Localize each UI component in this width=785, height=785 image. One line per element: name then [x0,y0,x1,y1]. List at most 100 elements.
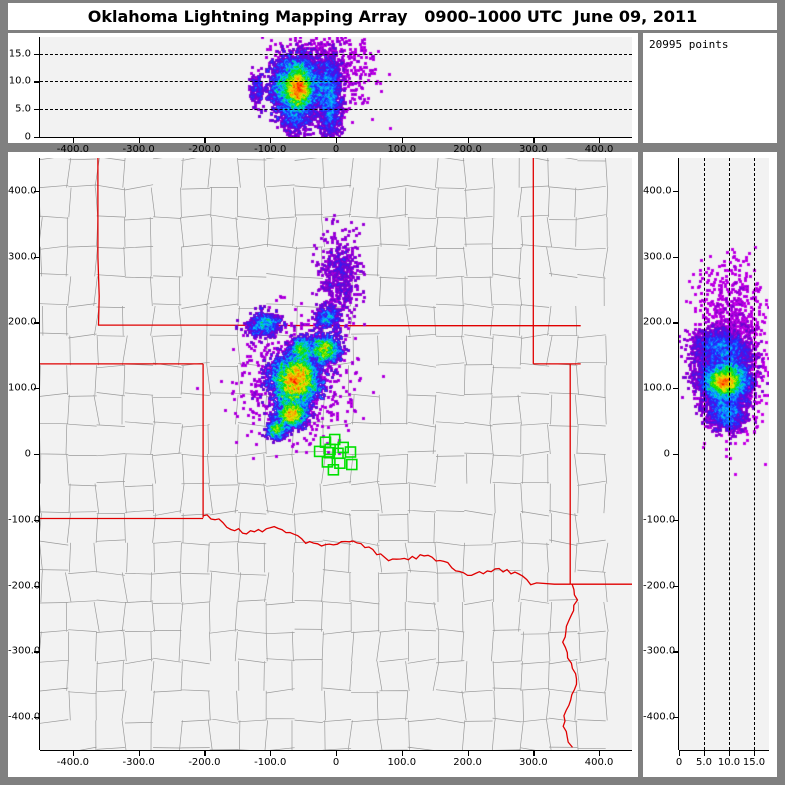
plan-view-map-y-tick [34,651,40,653]
page-title: Oklahoma Lightning Mapping Array 0900–10… [87,7,698,26]
altitude-vs-east-west-y-tick [34,137,40,139]
altitude-vs-east-west-x-tick-label: -200.0 [188,144,221,155]
altitude-vs-east-west-x-tick-label: -400.0 [56,144,89,155]
altitude-vs-north-south-panel[interactable]: 0 5.0 10.0 15.0 -400.0 -300.0 -200.0 -100.0 0 100… [643,152,777,777]
altitude-vs-north-south-y-tick [673,322,679,324]
lma-station-marker[interactable] [345,458,358,471]
altitude-vs-north-south-y-tick-label: 300.0 [643,251,672,263]
plan-view-map-y-tick [34,322,40,324]
plan-view-map-x-tick-label: -300.0 [122,757,155,768]
altitude-vs-east-west-y-tick-label: 15.0 [8,48,31,60]
plan-view-map-y-tick [34,585,40,587]
lma-station-marker[interactable] [324,443,336,456]
plan-view-map-plot-area[interactable] [40,158,632,750]
altitude-vs-north-south-x-axis-line [679,750,769,752]
plan-view-map-y-tick [34,190,40,193]
altitude-vs-north-south-x-tick [679,750,681,756]
plan-view-map-y-tick-label: 400.0 [8,185,37,197]
plan-view-map-y-tick-label: 0 [24,448,31,460]
altitude-vs-north-south-x-tick-label: 10.0 [717,757,741,768]
plan-view-map-x-tick [467,750,469,756]
plan-view-map-y-tick-label: -300.0 [8,645,41,657]
altitude-gridline [704,158,705,750]
plan-view-map-x-tick [72,750,75,756]
plan-view-map-x-tick-label: 100.0 [387,757,417,768]
altitude-vs-east-west-x-tick-label: 100.0 [387,144,417,155]
plan-view-map-x-tick-label: 0 [332,757,340,768]
plan-view-map-y-tick-label: -200.0 [8,580,41,592]
altitude-vs-east-west-x-tick-label: 0 [332,144,340,155]
plan-view-map-x-tick-label: 400.0 [584,757,614,768]
altitude-vs-east-west-y-tick [34,81,40,83]
altitude-vs-north-south-x-tick [704,750,706,756]
lma-station-marker[interactable] [321,456,334,468]
altitude-vs-north-south-y-tick-label: -200.0 [643,580,676,592]
plan-view-map-y-tick [34,454,40,456]
altitude-vs-north-south-y-tick [673,256,679,258]
altitude-vs-north-south-y-tick-label: 0 [663,448,670,460]
altitude-vs-north-south-x-tick-label: 5.0 [696,757,712,768]
altitude-gridline [40,53,632,55]
lma-station-marker[interactable] [327,463,340,476]
altitude-vs-north-south-density-canvas [679,158,769,750]
points-count-panel: 20995 points [643,33,777,143]
altitude-vs-east-west-y-tick-label: 0 [24,131,31,143]
plan-view-map-x-tick [336,750,338,756]
altitude-vs-east-west-x-tick-label: -300.0 [122,144,155,155]
altitude-vs-north-south-plot-area[interactable] [679,158,769,750]
plan-view-density-canvas [40,158,632,750]
plan-view-map-y-tick-label: 200.0 [8,316,37,328]
altitude-vs-north-south-x-tick [754,750,756,756]
plan-view-map-y-tick-label: -100.0 [8,514,41,526]
altitude-gridline [729,158,730,750]
altitude-vs-east-west-x-tick [401,137,403,143]
altitude-vs-north-south-y-tick-label: 400.0 [643,185,672,197]
plan-view-map-y-tick [34,256,40,258]
altitude-vs-east-west-x-tick [270,137,272,143]
altitude-vs-east-west-y-tick [34,53,40,55]
altitude-vs-north-south-x-tick-label: 15.0 [742,757,766,768]
altitude-vs-east-west-x-tick-label: 400.0 [584,144,614,155]
title-bar: Oklahoma Lightning Mapping Array 0900–10… [8,3,777,30]
altitude-vs-east-west-density-canvas [40,37,632,137]
altitude-vs-north-south-y-tick [673,717,679,719]
plan-view-map-x-tick [599,750,601,756]
altitude-vs-east-west-x-tick [467,137,469,143]
lma-station-markers-layer[interactable] [40,158,632,750]
plan-view-map-x-tick-label: 200.0 [453,757,482,768]
plan-view-map-y-tick-label: 300.0 [8,251,37,263]
lma-station-marker[interactable] [344,446,357,458]
altitude-vs-east-west-plot-area[interactable] [40,37,632,137]
points-count-label: 20995 points [649,38,729,51]
plan-view-map-x-tick [270,750,272,756]
altitude-vs-north-south-y-tick-label: -300.0 [643,645,676,657]
plan-view-map-panel[interactable]: -400.0 -300.0 -200.0 -100.0 0 100.0 200.0 300.0… [8,152,638,777]
altitude-vs-north-south-y-tick-label: -100.0 [643,514,676,526]
altitude-vs-north-south-y-tick [673,388,679,390]
altitude-vs-north-south-y-tick [673,454,679,456]
altitude-vs-east-west-x-tick [336,137,338,143]
altitude-vs-east-west-x-tick-label: 200.0 [453,144,482,155]
altitude-vs-east-west-x-tick [599,137,601,143]
altitude-vs-east-west-x-tick [72,137,75,143]
altitude-gridline [40,109,632,111]
altitude-vs-east-west-x-tick-label: 300.0 [519,144,548,155]
altitude-vs-east-west-panel[interactable]: -400.0 -300.0 -200.0 -100.0 0 100.0 200.0 300.0… [8,33,638,155]
plan-view-map-y-tick-label: -400.0 [8,711,41,723]
altitude-gridline [40,81,632,83]
plan-view-map-x-tick-label: 300.0 [519,757,548,768]
altitude-vs-north-south-y-tick-label: -400.0 [643,711,676,723]
altitude-vs-east-west-x-tick-label: -100.0 [254,144,287,155]
altitude-vs-north-south-y-tick [673,190,679,193]
plan-view-map-x-tick-label: -200.0 [188,757,221,768]
altitude-vs-north-south-y-tick [673,519,679,521]
altitude-vs-east-west-x-tick [204,137,206,143]
altitude-vs-east-west-y-tick [34,109,40,111]
altitude-vs-east-west-y-axis-line [39,37,41,137]
lma-station-marker[interactable] [334,457,346,470]
plan-view-map-x-tick [204,750,206,756]
altitude-vs-north-south-y-tick [673,585,679,587]
plan-view-map-x-tick [138,750,140,756]
altitude-vs-east-west-x-tick [533,137,535,143]
